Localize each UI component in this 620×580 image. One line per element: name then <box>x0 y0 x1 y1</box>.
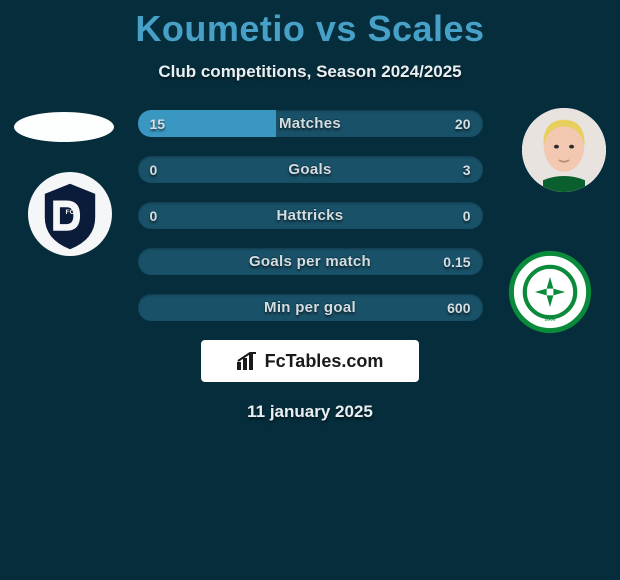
face-icon <box>522 108 606 192</box>
stat-label: Min per goal <box>138 294 483 321</box>
stat-row: Goals0 3 <box>138 156 483 183</box>
stat-right-value: 0.15 <box>443 248 470 275</box>
svg-text:1888: 1888 <box>544 317 555 323</box>
player-left-avatar <box>14 112 114 142</box>
stat-row: Hattricks0 0 <box>138 202 483 229</box>
stat-label: Goals <box>138 156 483 183</box>
stat-label: Matches <box>138 110 483 137</box>
site-name: FcTables.com <box>265 351 384 372</box>
stat-right-value: 20 <box>455 110 471 137</box>
ring-badge-icon: 1888 <box>508 250 592 334</box>
chart-wrap: FC 1888 Matches1520Goals03Hattricks00Goa… <box>0 110 620 321</box>
stat-right-value: 600 <box>447 294 470 321</box>
player-right-avatar <box>522 108 606 192</box>
stat-row: Min per goal600 <box>138 294 483 321</box>
club-left-logo: FC <box>28 172 112 256</box>
stat-row: Goals per match0.15 <box>138 248 483 275</box>
stat-right-value: 0 <box>463 202 471 229</box>
club-right-logo: 1888 <box>508 250 592 334</box>
comparison-card: Koumetio vs Scales Club competitions, Se… <box>0 0 620 580</box>
stat-right-value: 3 <box>463 156 471 183</box>
subtitle: Club competitions, Season 2024/2025 <box>0 62 620 82</box>
date-text: 11 january 2025 <box>0 402 620 422</box>
stat-left-value: 0 <box>150 202 158 229</box>
bars-icon <box>237 352 259 370</box>
site-badge[interactable]: FcTables.com <box>201 340 419 382</box>
stat-left-value: 15 <box>150 110 166 137</box>
stat-left-value: 0 <box>150 156 158 183</box>
shield-icon: FC <box>28 172 112 256</box>
stat-bars: Matches1520Goals03Hattricks00Goals per m… <box>138 110 483 321</box>
stat-row: Matches15 20 <box>138 110 483 137</box>
stat-label: Hattricks <box>138 202 483 229</box>
svg-text:FC: FC <box>66 209 75 216</box>
stat-label: Goals per match <box>138 248 483 275</box>
page-title: Koumetio vs Scales <box>0 8 620 50</box>
